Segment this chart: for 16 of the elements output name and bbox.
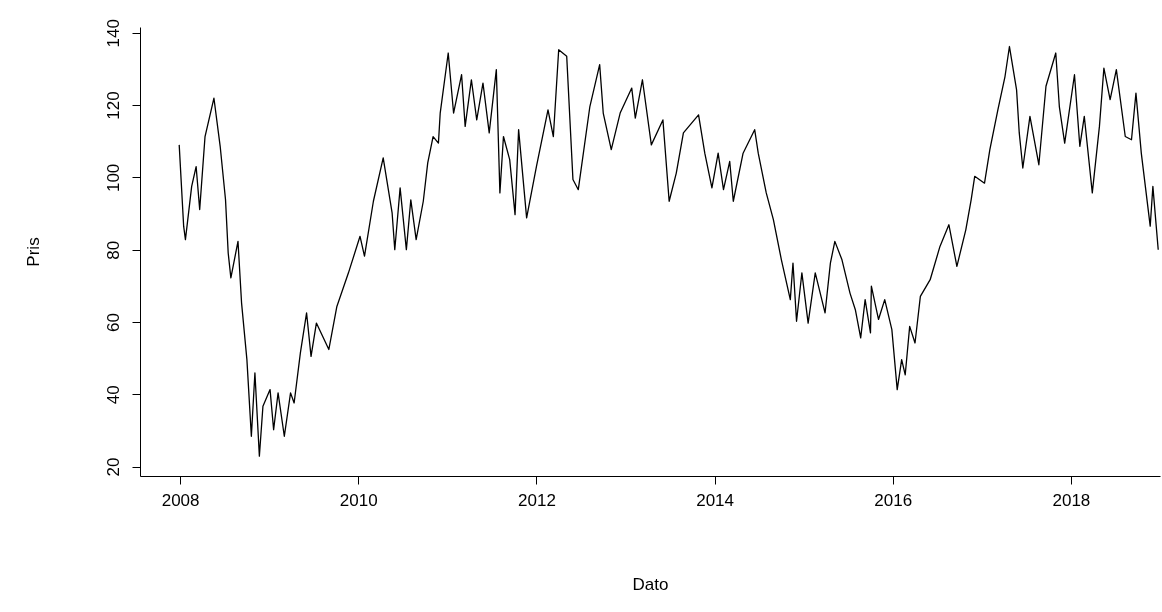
y-tick-label: 40 bbox=[103, 385, 123, 405]
y-tick-label: 20 bbox=[103, 457, 123, 477]
y-tick-label: 140 bbox=[103, 19, 123, 48]
x-tick-label: 2016 bbox=[874, 490, 913, 510]
x-tick-label: 2008 bbox=[161, 490, 200, 510]
y-tick-label: 100 bbox=[103, 163, 123, 193]
x-tick-label: 2012 bbox=[518, 490, 556, 510]
x-tick-label: 2018 bbox=[1052, 490, 1091, 510]
line-series bbox=[178, 45, 1159, 457]
y-tick-label: 60 bbox=[103, 313, 123, 332]
x-axis-title: Dato bbox=[632, 574, 669, 594]
x-tick-label: 2010 bbox=[339, 490, 378, 510]
x-tick-label: 2014 bbox=[696, 490, 734, 510]
y-tick-label: 120 bbox=[103, 91, 123, 120]
y-tick-label: 80 bbox=[103, 240, 123, 260]
y-axis-title: Pris bbox=[23, 237, 43, 267]
